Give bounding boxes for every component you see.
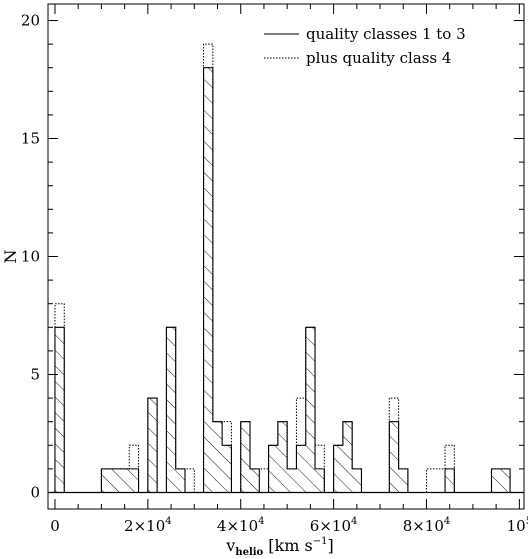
x-tick-mantissa: 6×10 (310, 517, 351, 535)
histogram-outline-quality1to3 (54, 67, 511, 493)
x-tick-mantissa: 0 (50, 517, 60, 535)
legend: quality classes 1 to 3 plus quality class… (264, 25, 466, 67)
y-axis-title: N (1, 250, 20, 264)
x-tick-exponent: 4 (351, 516, 357, 527)
histogram-bar-quality1to3-94000 (491, 468, 511, 493)
histogram-bar-quality1to3-0 (54, 327, 65, 493)
histogram-bar-quality1to3-64000 (352, 468, 362, 493)
histogram-bar-quality1to3-84000 (445, 468, 455, 493)
x-axis-title-close: ] (327, 536, 333, 555)
histogram-bar-quality1to3-24000 (166, 327, 176, 493)
x-tick-label: 2×104 (124, 516, 172, 535)
legend-label-0: quality classes 1 to 3 (306, 25, 466, 43)
histogram-bar-quality1to3-60000 (333, 445, 343, 493)
histogram-bar-quality1to3-26000 (175, 468, 185, 493)
histogram-bar-quality1to3-46000 (268, 445, 278, 493)
histogram-bar-quality1to3-62000 (342, 421, 353, 493)
histogram-bar-quality1to3-20000 (147, 398, 158, 493)
x-tick-mantissa: 8×10 (403, 517, 444, 535)
histogram-bar-quality1to3-32000 (203, 67, 213, 493)
x-tick-mantissa: 4×10 (217, 517, 258, 535)
x-tick-exponent: 4 (258, 516, 264, 527)
histogram-bar-quality1to3-74000 (398, 468, 408, 493)
histogram-bar-quality1to3-48000 (277, 421, 288, 493)
x-tick-mantissa: 2×10 (124, 517, 165, 535)
histogram-bar-quality1to3-36000 (222, 445, 232, 493)
histogram-bar-quality1to3-42000 (250, 468, 260, 493)
x-tick-exponent: 5 (526, 516, 528, 527)
x-tick-label: 4×104 (217, 516, 265, 535)
axes (47, 3, 525, 510)
x-axis-title: vhelio [km s−1] (225, 536, 333, 558)
y-tick-label: 20 (21, 12, 40, 30)
histogram-bar-quality1to3-52000 (296, 445, 306, 493)
histogram-series-layer (48, 43, 524, 494)
x-axis-title-units: [km s (263, 536, 313, 555)
y-tick-label: 10 (21, 248, 40, 266)
histogram-bar-quality1to3-54000 (305, 327, 316, 493)
histogram-bar-quality1to3-72000 (389, 421, 399, 493)
x-tick-label: 8×104 (403, 516, 451, 535)
histogram-bar-quality1to3-34000 (212, 421, 223, 493)
x-tick-exponent: 4 (165, 516, 171, 527)
x-axis-title-superscript: −1 (313, 536, 328, 547)
histogram-bar-quality1to3-40000 (240, 421, 251, 493)
y-tick-label: 5 (30, 365, 40, 383)
histogram-bar-quality1to3-56000 (315, 468, 325, 493)
x-tick-exponent: 4 (444, 516, 450, 527)
x-axis-title-symbol: v (225, 536, 235, 555)
histogram-bar-quality1to3-10000 (101, 468, 139, 493)
x-tick-mantissa: 10 (507, 517, 526, 535)
x-axis-title-subscript: helio (235, 547, 263, 558)
y-tick-label: 0 (30, 483, 40, 501)
hatch-fill-layer (54, 67, 511, 493)
legend-label-1: plus quality class 4 (306, 49, 451, 67)
histogram-bar-quality1to3-50000 (287, 468, 297, 493)
x-tick-label: 6×104 (310, 516, 358, 535)
x-tick-label: 0 (50, 517, 60, 535)
x-tick-label: 105 (507, 516, 528, 535)
y-tick-label: 15 (21, 130, 40, 148)
